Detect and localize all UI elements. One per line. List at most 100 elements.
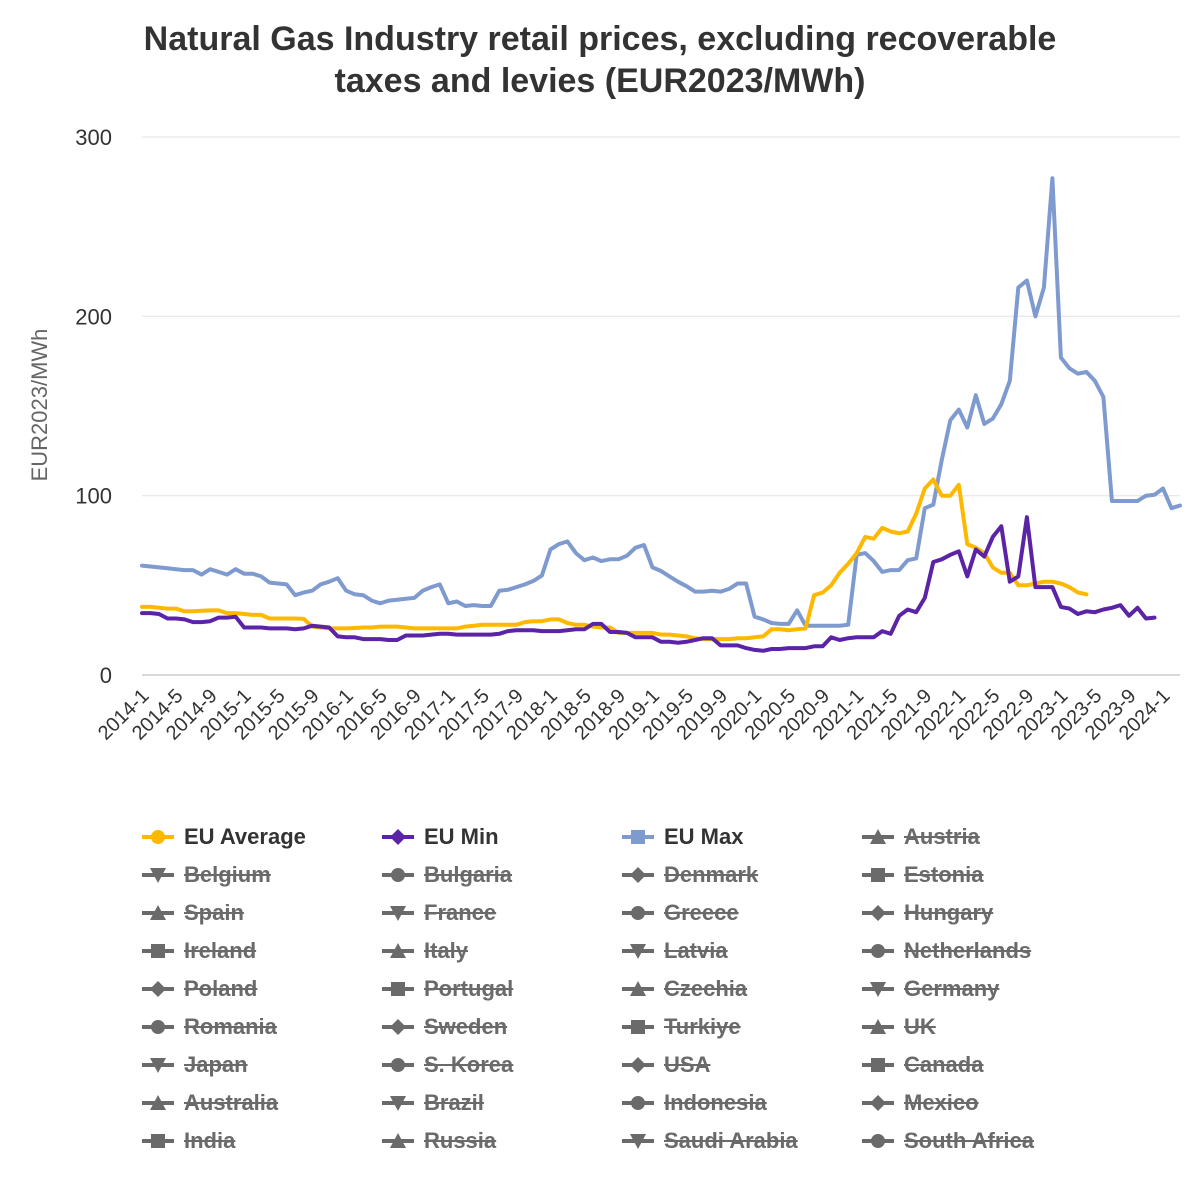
y-axis-title: EUR2023/MWh — [27, 329, 52, 482]
legend-item-czechia[interactable]: Czechia — [620, 970, 860, 1008]
triangle-down-marker-icon — [622, 944, 654, 959]
legend-item-belgium[interactable]: Belgium — [140, 856, 380, 894]
triangle-down-marker-icon — [382, 1096, 414, 1111]
legend-label: Australia — [184, 1090, 279, 1115]
legend-item-saudi-arabia[interactable]: Saudi Arabia — [620, 1122, 860, 1160]
y-tick-label: 0 — [100, 663, 112, 688]
legend-label: Netherlands — [904, 938, 1032, 963]
legend-label: S. Korea — [424, 1052, 514, 1077]
legend-item-greece[interactable]: Greece — [620, 894, 860, 932]
legend-label: Bulgaria — [424, 862, 513, 887]
diamond-marker-icon — [862, 1095, 894, 1111]
legend-label: India — [184, 1128, 236, 1153]
circle-marker-icon — [142, 1020, 174, 1034]
legend-item-poland[interactable]: Poland — [140, 970, 380, 1008]
legend-item-brazil[interactable]: Brazil — [380, 1084, 620, 1122]
chart-title-line-2: taxes and levies (EUR2023/MWh) — [334, 62, 866, 100]
legend-label: EU Min — [424, 824, 499, 849]
legend-label: Belgium — [184, 862, 271, 887]
legend-item-ireland[interactable]: Ireland — [140, 932, 380, 970]
legend-item-bulgaria[interactable]: Bulgaria — [380, 856, 620, 894]
legend-label: Portugal — [424, 976, 514, 1001]
y-tick-label: 100 — [75, 484, 112, 509]
legend-label: EU Max — [664, 824, 744, 849]
legend-label: Saudi Arabia — [664, 1128, 798, 1153]
legend-item-eu-max[interactable]: EU Max — [620, 818, 860, 856]
triangle-up-marker-icon — [862, 1019, 894, 1034]
legend-item-japan[interactable]: Japan — [140, 1046, 380, 1084]
diamond-marker-icon — [142, 981, 174, 997]
legend-item-romania[interactable]: Romania — [140, 1008, 380, 1046]
legend-label: Latvia — [664, 938, 728, 963]
legend-label: Denmark — [664, 862, 759, 887]
y-tick-label: 200 — [75, 304, 112, 329]
chart-title-line-1: Natural Gas Industry retail prices, excl… — [143, 20, 1057, 58]
legend-label: USA — [664, 1052, 711, 1077]
circle-marker-icon — [622, 1096, 654, 1110]
diamond-marker-icon — [382, 1019, 414, 1035]
square-marker-icon — [622, 830, 654, 844]
legend-label: Turkiye — [664, 1014, 741, 1039]
legend-item-spain[interactable]: Spain — [140, 894, 380, 932]
legend-item-india[interactable]: India — [140, 1122, 380, 1160]
legend-item-latvia[interactable]: Latvia — [620, 932, 860, 970]
legend-item-south-africa[interactable]: South Africa — [860, 1122, 1100, 1160]
series-line-eu-min[interactable] — [140, 515, 1157, 653]
circle-marker-icon — [382, 868, 414, 882]
x-axis: 2014-12014-52014-92015-12015-52015-92016… — [94, 674, 1180, 745]
square-marker-icon — [862, 1058, 894, 1072]
legend-item-denmark[interactable]: Denmark — [620, 856, 860, 894]
legend-item-canada[interactable]: Canada — [860, 1046, 1100, 1084]
legend-item-eu-min[interactable]: EU Min — [380, 818, 620, 856]
legend-label: Austria — [904, 824, 980, 849]
legend-item-s-korea[interactable]: S. Korea — [380, 1046, 620, 1084]
legend-label: Brazil — [424, 1090, 484, 1115]
grid-lines — [142, 136, 1180, 497]
triangle-down-marker-icon — [622, 1134, 654, 1149]
legend-item-netherlands[interactable]: Netherlands — [860, 932, 1100, 970]
legend-label: Italy — [424, 938, 469, 963]
square-marker-icon — [862, 868, 894, 882]
y-tick-label: 300 — [75, 125, 112, 150]
triangle-down-marker-icon — [382, 906, 414, 921]
legend-item-germany[interactable]: Germany — [860, 970, 1100, 1008]
legend-label: Canada — [904, 1052, 984, 1077]
legend-item-portugal[interactable]: Portugal — [380, 970, 620, 1008]
chart-title: Natural Gas Industry retail prices, excl… — [0, 18, 1200, 102]
triangle-up-marker-icon — [862, 829, 894, 844]
legend-item-austria[interactable]: Austria — [860, 818, 1100, 856]
series-line-eu-max[interactable] — [140, 176, 1182, 628]
legend-label: Mexico — [904, 1090, 979, 1115]
legend-label: Hungary — [904, 900, 994, 925]
legend-item-estonia[interactable]: Estonia — [860, 856, 1100, 894]
legend-label: South Africa — [904, 1128, 1034, 1153]
triangle-up-marker-icon — [382, 1133, 414, 1148]
legend-label: Poland — [184, 976, 258, 1001]
legend-item-uk[interactable]: UK — [860, 1008, 1100, 1046]
triangle-up-marker-icon — [142, 905, 174, 920]
legend-item-indonesia[interactable]: Indonesia — [620, 1084, 860, 1122]
circle-marker-icon — [142, 830, 174, 844]
diamond-marker-icon — [862, 905, 894, 921]
diamond-marker-icon — [622, 867, 654, 883]
legend-item-sweden[interactable]: Sweden — [380, 1008, 620, 1046]
legend-label: Japan — [184, 1052, 248, 1077]
legend-item-australia[interactable]: Australia — [140, 1084, 380, 1122]
diamond-marker-icon — [382, 829, 414, 845]
square-marker-icon — [142, 1134, 174, 1148]
legend-item-turkiye[interactable]: Turkiye — [620, 1008, 860, 1046]
legend-item-russia[interactable]: Russia — [380, 1122, 620, 1160]
legend-item-france[interactable]: France — [380, 894, 620, 932]
legend-item-italy[interactable]: Italy — [380, 932, 620, 970]
legend-item-hungary[interactable]: Hungary — [860, 894, 1100, 932]
legend-item-usa[interactable]: USA — [620, 1046, 860, 1084]
legend-item-eu-average[interactable]: EU Average — [140, 818, 380, 856]
legend-row: EU Average EU Min EU Max Austria — [140, 818, 1180, 856]
triangle-down-marker-icon — [862, 982, 894, 997]
legend-item-mexico[interactable]: Mexico — [860, 1084, 1100, 1122]
triangle-up-marker-icon — [382, 943, 414, 958]
legend-label: Germany — [904, 976, 1000, 1001]
legend-row: Poland Portugal Czechia Germany — [140, 970, 1180, 1008]
legend-row: Spain France Greece Hungary — [140, 894, 1180, 932]
legend-label: Romania — [184, 1014, 277, 1039]
